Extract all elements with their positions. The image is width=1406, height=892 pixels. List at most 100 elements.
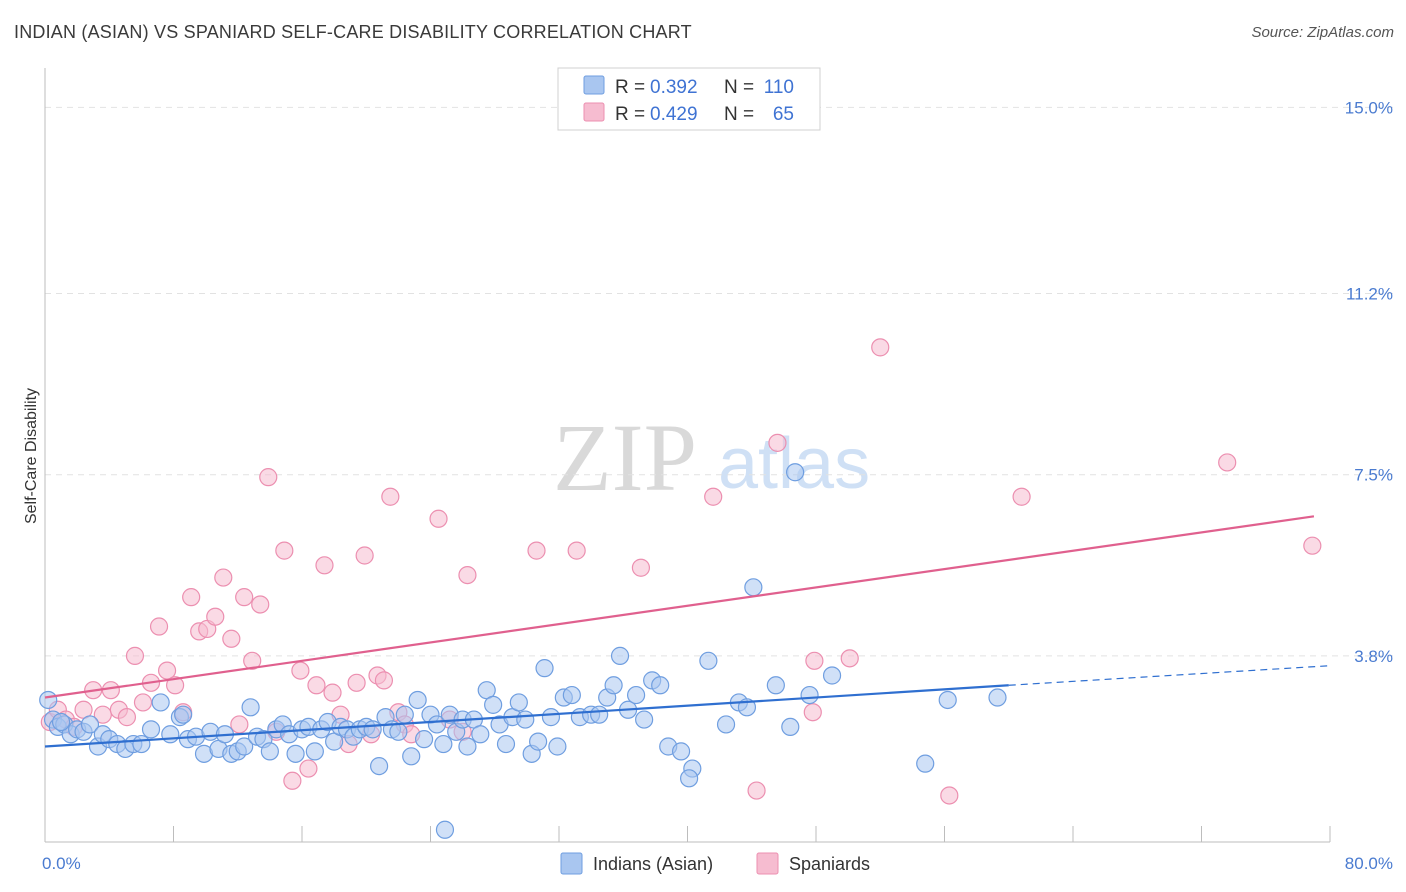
point-spaniards-15 [166,676,185,695]
point-indians-0 [39,690,58,710]
point-indians-87 [635,710,654,729]
point-spaniards-43 [381,487,400,506]
bottom-legend-swatch-indians [560,852,583,875]
spaniards-points [40,338,1322,805]
point-spaniards-59 [871,338,890,357]
point-spaniards-9 [117,708,137,727]
legend-r-value-1: 0.392 [650,77,698,98]
chart-title: INDIAN (ASIAN) VS SPANIARD SELF-CARE DIS… [14,22,692,42]
point-indians-53 [402,747,421,766]
point-spaniards-58 [840,649,859,668]
point-indians-35 [286,744,305,763]
point-spaniards-34 [315,556,334,575]
legend-n-value-1: 110 [764,77,794,98]
point-indians-86 [626,685,646,705]
point-spaniards-52 [631,558,651,577]
point-spaniards-51 [567,541,586,560]
point-indians-102 [800,685,819,705]
point-indians-94 [699,651,718,670]
point-indians-78 [562,685,581,705]
y-tick-label-0: 3.8% [1354,647,1393,666]
point-spaniards-56 [803,703,822,722]
point-indians-83 [604,676,623,695]
y-tick-label-1: 7.5% [1354,466,1393,485]
point-indians-51 [389,722,408,741]
point-spaniards-23 [230,715,249,734]
grid-lines [45,106,1395,657]
y-tick-label-2: 11.2% [1346,284,1393,303]
point-indians-27 [235,737,254,756]
legend-r-value-2: 0.429 [650,104,698,125]
point-indians-98 [744,578,763,597]
point-indians-7 [80,715,100,734]
point-indians-91 [671,742,691,761]
legend-r-label-1: R = [615,77,645,98]
point-spaniards-53 [704,487,723,506]
bottom-legend: Indians (Asian) Spaniards [560,852,870,875]
point-indians-68 [496,734,516,754]
point-spaniards-54 [747,781,766,800]
point-indians-81 [590,705,609,724]
legend-r-label-2: R = [615,104,645,125]
point-spaniards-62 [1218,453,1237,472]
point-indians-106 [988,688,1007,707]
point-indians-66 [484,695,503,714]
point-spaniards-17 [182,588,201,607]
point-indians-99 [766,676,785,695]
point-indians-16 [151,693,170,712]
point-spaniards-35 [323,683,342,702]
point-indians-105 [938,690,957,710]
bottom-legend-swatch-spaniards [756,852,779,875]
point-spaniards-32 [299,759,318,778]
bottom-legend-spaniards: Spaniards [789,854,870,874]
point-indians-31 [260,742,279,761]
point-indians-107 [435,820,455,839]
point-indians-95 [716,715,736,734]
point-indians-89 [651,676,670,695]
point-indians-101 [786,463,805,482]
legend: R = 0.392 N = 110 R = 0.429 N = 65 [557,67,821,131]
point-indians-100 [781,717,800,737]
legend-swatch-spaniards [583,102,605,122]
point-indians-71 [516,710,535,729]
legend-swatch-indians [583,75,605,95]
trend-line-indians [44,684,1009,748]
trend-lines [44,515,1331,748]
point-indians-70 [509,693,528,712]
point-indians-38 [305,742,324,761]
x-tick-label-max: 80.0% [1345,854,1393,873]
point-indians-54 [408,690,427,710]
point-indians-47 [363,720,382,739]
trend-line-indians-extension [1008,665,1331,686]
point-spaniards-25 [243,651,262,670]
point-spaniards-49 [458,565,477,585]
point-spaniards-48 [429,509,448,528]
x-tick-label-min: 0.0% [42,854,81,873]
legend-n-label-2: N = [724,104,754,125]
axes [44,68,1331,843]
point-indians-93 [680,769,699,788]
point-spaniards-21 [214,568,233,587]
point-indians-84 [610,646,630,665]
point-indians-103 [822,666,842,685]
point-spaniards-29 [275,541,294,560]
y-tick-label-3: 15.0% [1345,98,1393,117]
y-axis-label: Self-Care Disability [23,388,40,524]
point-spaniards-22 [222,629,241,648]
point-spaniards-63 [1303,536,1322,555]
point-indians-73 [529,732,548,751]
point-indians-28 [241,698,260,717]
point-indians-57 [427,715,447,734]
point-indians-108 [174,705,193,724]
point-spaniards-60 [940,786,959,805]
point-spaniards-42 [374,671,394,690]
point-spaniards-27 [259,468,278,487]
point-indians-74 [535,659,554,678]
point-indians-55 [414,730,434,749]
point-spaniards-24 [235,588,254,607]
point-spaniards-55 [768,433,787,452]
point-indians-58 [434,734,453,754]
point-indians-104 [916,754,935,773]
point-spaniards-30 [283,771,302,790]
